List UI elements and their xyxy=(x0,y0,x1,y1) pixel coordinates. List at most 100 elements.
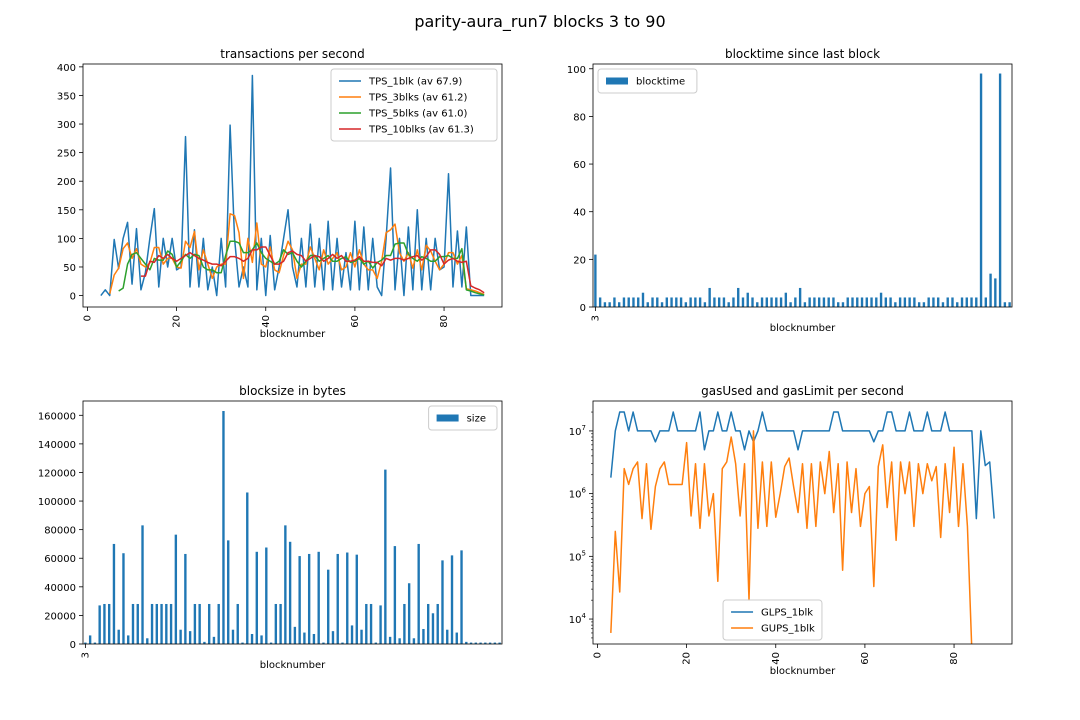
bar xyxy=(236,603,239,644)
bar xyxy=(365,603,368,644)
y-tick-label: 40000 xyxy=(44,583,76,594)
axes-frame xyxy=(82,400,503,645)
bar xyxy=(460,550,463,644)
bar xyxy=(937,297,940,307)
bar xyxy=(360,629,363,644)
bar xyxy=(169,603,173,644)
y-tick-exponent: 7 xyxy=(582,424,586,432)
y-tick-label: 160000 xyxy=(38,411,76,422)
bar xyxy=(737,287,740,307)
bar xyxy=(193,603,197,644)
bar xyxy=(879,292,883,307)
bar xyxy=(746,292,749,307)
bar xyxy=(93,642,97,644)
x-tick-label: 60 xyxy=(860,652,871,665)
bar xyxy=(627,297,630,307)
y-tick-label: 100 xyxy=(57,234,76,245)
bar xyxy=(613,297,616,307)
bar xyxy=(379,605,382,644)
figure-title: parity-aura_run7 blocks 3 to 90 xyxy=(414,12,665,32)
bar xyxy=(136,603,139,644)
series-line-4 xyxy=(140,246,485,294)
bar xyxy=(741,297,745,307)
y-tick-label: 80 xyxy=(573,112,586,123)
bar xyxy=(903,297,907,307)
legend-label: TPS_1blk (av 67.9) xyxy=(368,77,462,88)
plot-area xyxy=(610,411,995,644)
bar xyxy=(331,631,335,644)
bar xyxy=(670,297,673,307)
bar xyxy=(350,625,354,644)
bar xyxy=(856,297,859,307)
bar xyxy=(860,297,864,307)
bar xyxy=(698,297,702,307)
bar xyxy=(756,302,759,307)
y-tick-label: 104 xyxy=(569,612,587,626)
bar xyxy=(917,302,921,307)
bar xyxy=(469,642,473,644)
legend-label: TPS_10blks (av 61.3) xyxy=(368,125,474,136)
bar xyxy=(403,603,406,644)
bar xyxy=(88,635,92,644)
bar xyxy=(679,297,683,307)
bar xyxy=(384,469,387,644)
bar xyxy=(307,553,311,644)
bar xyxy=(322,642,325,644)
bar xyxy=(188,631,192,644)
bar xyxy=(784,292,788,307)
bar xyxy=(727,302,730,307)
bar xyxy=(870,297,873,307)
bar xyxy=(865,297,868,307)
bar xyxy=(441,560,444,644)
bar xyxy=(184,553,187,644)
y-tick-label: 20000 xyxy=(44,611,76,622)
bar xyxy=(341,642,344,644)
bar xyxy=(889,297,892,307)
y-tick-base: 10 xyxy=(569,552,582,563)
bar xyxy=(260,635,263,644)
y-tick-label: 0 xyxy=(580,303,586,314)
bar xyxy=(717,297,721,307)
y-tick-label: 200 xyxy=(57,177,76,188)
x-tick-label: 60 xyxy=(350,315,361,328)
series-line-2 xyxy=(610,430,973,644)
bar xyxy=(493,642,497,644)
bar xyxy=(827,297,830,307)
bar xyxy=(222,411,225,644)
legend-label: blocktime xyxy=(636,77,685,88)
bar xyxy=(989,273,992,307)
bar xyxy=(941,302,945,307)
legend-label: size xyxy=(467,414,486,425)
bar xyxy=(1008,302,1011,307)
bar xyxy=(998,73,1002,307)
bar xyxy=(279,603,282,644)
bar xyxy=(436,603,439,644)
axes-frame xyxy=(592,400,1013,645)
legend: TPS_1blk (av 67.9) TPS_3blks (av 61.2) TPS… xyxy=(330,68,498,142)
y-tick-label: 105 xyxy=(569,549,586,563)
bar xyxy=(165,603,168,644)
bar xyxy=(817,297,821,307)
bar xyxy=(875,297,878,307)
bar xyxy=(293,626,297,644)
bar xyxy=(798,287,802,307)
bar xyxy=(675,297,678,307)
bar xyxy=(98,605,101,644)
x-tick-label: 20 xyxy=(172,315,183,328)
bar xyxy=(908,297,911,307)
bar xyxy=(751,297,754,307)
chart-title: transactions per second xyxy=(220,47,364,61)
x-tick-label: 80 xyxy=(949,652,960,665)
bar xyxy=(779,297,783,307)
bar xyxy=(922,302,926,307)
chart-panel-4: gasUsed and gasLimit per second104105106… xyxy=(569,384,1013,677)
bar xyxy=(474,642,477,644)
bar xyxy=(694,297,697,307)
chart-panel-3: blocksize in bytes 0 20000 40000 60000 80000 1… xyxy=(38,384,503,671)
y-tick-label: 120000 xyxy=(38,468,76,479)
bar xyxy=(646,302,649,307)
bar xyxy=(355,554,358,644)
legend: GLPS_1blk GUPS_1blk xyxy=(722,599,823,641)
bar xyxy=(327,569,330,644)
